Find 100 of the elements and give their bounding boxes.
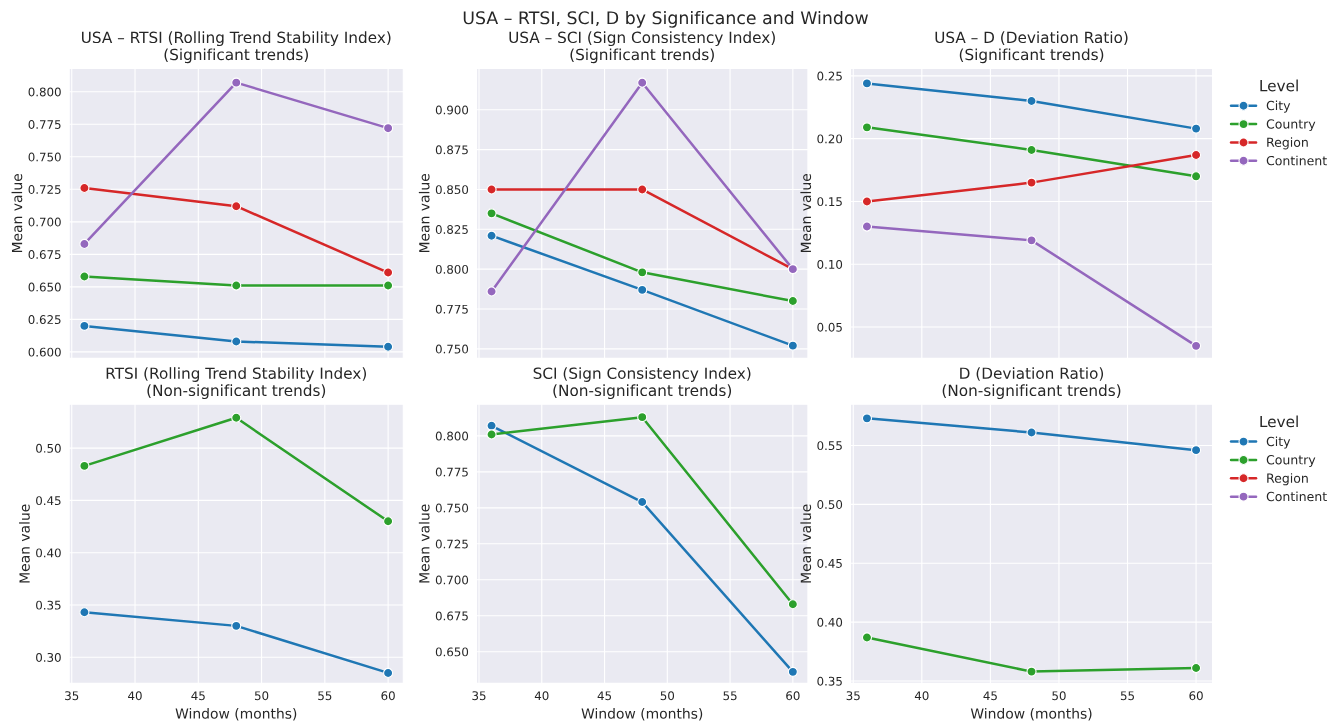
y-tick-label: 0.675 [435, 611, 468, 621]
point [79, 460, 90, 471]
point [1191, 445, 1202, 456]
y-tick-label: 0.825 [435, 225, 468, 234]
y-tick-label: 0.725 [435, 539, 468, 549]
point [787, 666, 798, 677]
x-tick-label: 35 [472, 691, 486, 701]
point [1026, 95, 1037, 107]
point [79, 182, 90, 194]
point [231, 336, 242, 347]
point [486, 420, 497, 431]
chart-title: USA – D (Deviation Ratio) (Significant trends) [935, 31, 1128, 64]
x-tick-label: 50 [254, 691, 269, 701]
x-tick-label: 40 [128, 691, 142, 701]
y-tick-label: 0.750 [435, 344, 469, 354]
point [637, 184, 648, 195]
point [1026, 666, 1037, 677]
x-tick-label: 55 [1120, 691, 1134, 701]
point [383, 123, 394, 134]
point [1026, 177, 1037, 188]
point [231, 201, 242, 212]
point [231, 280, 242, 291]
x-tick-label: 45 [191, 691, 205, 701]
x-tick-label: 35 [846, 691, 860, 701]
point [1191, 340, 1202, 351]
y-tick-label: 0.850 [435, 185, 469, 195]
y-tick-label: 0.45 [817, 558, 842, 568]
point [861, 122, 873, 133]
point [861, 196, 873, 207]
y-tick-label: 0.40 [817, 617, 843, 627]
y-tick-label: 0.35 [817, 676, 842, 686]
y-tick-label: 0.50 [817, 500, 843, 509]
y-tick-label: 0.05 [817, 322, 842, 332]
x-axis-title: Window (months) [581, 708, 703, 721]
y-axis-title: Mean value [19, 504, 30, 583]
x-tick-label: 55 [723, 691, 737, 701]
chart-title: USA – SCI (Sign Consistency Index) (Significant trends) [509, 31, 775, 64]
point [1191, 171, 1202, 182]
point [1026, 235, 1037, 246]
point [861, 78, 873, 89]
point [486, 429, 497, 440]
y-tick-label: 0.600 [28, 347, 61, 357]
point [1026, 144, 1037, 156]
y-axis-title: Mean value [800, 174, 812, 253]
legend-title: Level [1260, 415, 1298, 428]
legend-label: Region [1267, 473, 1308, 486]
y-tick-label: 0.775 [435, 304, 468, 314]
y-tick-label: 0.30 [36, 652, 61, 662]
x-tick-label: 45 [983, 691, 997, 701]
point [231, 77, 242, 88]
point [486, 230, 497, 241]
point [861, 632, 873, 643]
y-tick-label: 0.40 [36, 548, 61, 558]
legend-label: Region [1267, 137, 1308, 150]
y-tick-label: 0.775 [435, 467, 468, 477]
legend-label: City [1266, 100, 1291, 113]
legend-label: Continent [1266, 155, 1327, 166]
x-tick-label: 45 [597, 691, 612, 701]
y-tick-label: 0.900 [435, 105, 469, 115]
legend-title: Level [1260, 79, 1298, 92]
x-tick-label: 40 [914, 691, 929, 701]
y-axis-title: Mean value [800, 504, 812, 583]
point [231, 412, 242, 423]
point [486, 208, 497, 219]
y-tick-label: 0.625 [28, 315, 61, 325]
point [79, 238, 90, 250]
point [861, 221, 873, 232]
y-tick-label: 0.700 [435, 575, 469, 585]
legend-label: Continent [1266, 491, 1327, 502]
x-tick-label: 50 [660, 691, 675, 701]
y-axis-title: Mean value [11, 174, 23, 253]
x-axis-title: Window (months) [970, 708, 1092, 721]
x-tick-label: 60 [381, 691, 395, 701]
point [637, 496, 648, 508]
y-tick-label: 0.725 [28, 185, 61, 194]
point [637, 284, 648, 295]
point [486, 286, 497, 297]
legend-label: Country [1266, 119, 1316, 132]
chart-title: D (Deviation Ratio) (Non-significant trends) [942, 367, 1121, 400]
point [79, 320, 90, 331]
y-tick-label: 0.55 [817, 441, 842, 451]
y-tick-label: 0.25 [817, 71, 842, 81]
x-tick-label: 50 [1052, 691, 1066, 701]
y-axis-title: Mean value [418, 174, 430, 253]
y-tick-label: 0.10 [817, 259, 843, 269]
point [1026, 427, 1037, 438]
y-tick-label: 0.700 [28, 217, 61, 227]
point [383, 667, 394, 678]
y-tick-label: 0.15 [817, 197, 842, 207]
y-tick-label: 0.800 [28, 87, 61, 97]
y-tick-label: 0.20 [817, 134, 843, 144]
y-tick-label: 0.800 [435, 431, 469, 441]
point [787, 295, 798, 307]
point [787, 599, 798, 610]
y-tick-label: 0.750 [28, 152, 61, 162]
point [383, 516, 394, 527]
y-tick-label: 0.800 [435, 264, 469, 274]
x-tick-label: 55 [318, 691, 332, 701]
chart-title: RTSI (Rolling Trend Stability Index) (Non-significant trends) [106, 367, 367, 400]
y-tick-label: 0.650 [28, 282, 61, 292]
